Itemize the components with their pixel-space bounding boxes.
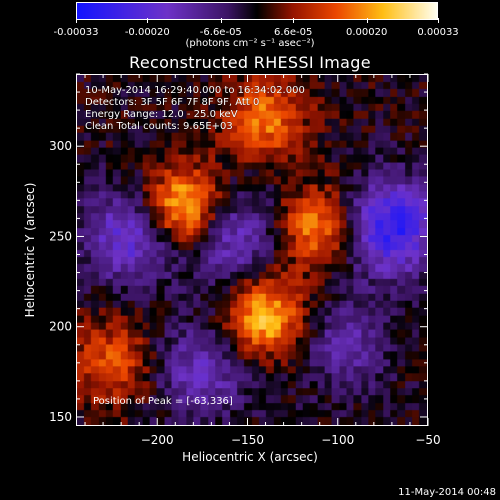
colorbar <box>76 2 438 20</box>
colorbar-tick-label: -0.00033 <box>53 27 99 38</box>
colorbar-tick-label: 0.00020 <box>346 27 388 38</box>
x-axis-label: Heliocentric X (arcsec) <box>182 450 318 464</box>
heatmap-image <box>77 75 427 425</box>
colorbar-tick-label: 0.00033 <box>417 27 459 38</box>
y-tick-label: 200 <box>49 320 72 334</box>
y-axis-label: Heliocentric Y (arcsec) <box>23 182 37 318</box>
colorbar-tick-mark <box>220 18 222 23</box>
peak-position-label: Position of Peak = [-63,336] <box>93 396 233 407</box>
chart-title: Reconstructed RHESSI Image <box>129 53 371 72</box>
colorbar-gradient <box>76 2 438 20</box>
info-time-range: 10-May-2014 16:29:40.000 to 16:34:02.000 <box>85 85 305 96</box>
y-tick-label: 250 <box>49 229 72 243</box>
colorbar-tick-mark <box>147 18 149 23</box>
x-tick-label: −150 <box>231 433 264 447</box>
footer-date: 11-May-2014 00:48 <box>398 487 496 498</box>
y-tick-label: 300 <box>49 139 72 153</box>
colorbar-tick-mark <box>438 18 439 23</box>
colorbar-tick-label: 6.6e-05 <box>273 27 313 38</box>
colorbar-tick-mark <box>76 18 77 23</box>
colorbar-tick-label: -0.00020 <box>124 27 170 38</box>
info-total-counts: Clean Total counts: 9.65E+03 <box>85 121 233 132</box>
info-detectors: Detectors: 3F 5F 6F 7F 8F 9F, Att 0 <box>85 97 260 108</box>
colorbar-tick-label: -6.6e-05 <box>199 27 242 38</box>
colorbar-tick-mark <box>366 18 368 23</box>
y-tick-label: 150 <box>49 410 72 424</box>
x-tick-label: −200 <box>141 433 174 447</box>
plot-area: 10-May-2014 16:29:40.000 to 16:34:02.000… <box>76 74 428 426</box>
colorbar-tick-mark <box>293 18 295 23</box>
x-tick-label: −50 <box>415 433 440 447</box>
info-energy-range: Energy Range: 12.0 - 25.0 keV <box>85 109 238 120</box>
colorbar-unit: (photons cm⁻² s⁻¹ asec⁻²) <box>185 38 315 49</box>
x-tick-label: −100 <box>321 433 354 447</box>
